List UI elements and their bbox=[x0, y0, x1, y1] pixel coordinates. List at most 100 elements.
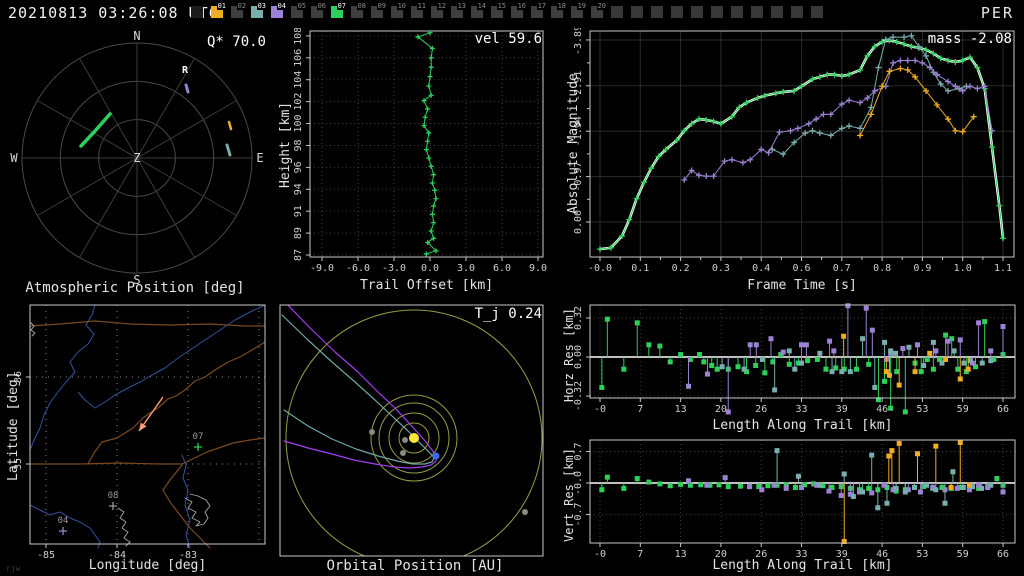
station-slot-extra[interactable] bbox=[791, 6, 803, 18]
watermark: rjw bbox=[6, 564, 21, 573]
utc-timestamp: 20210813 03:26:08 UTC bbox=[8, 4, 219, 22]
svg-text:-6.0: -6.0 bbox=[346, 263, 370, 274]
svg-text:39: 39 bbox=[836, 404, 848, 415]
svg-text:0.0: 0.0 bbox=[421, 263, 439, 274]
svg-text:-0: -0 bbox=[594, 404, 606, 415]
station-slot-extra[interactable] bbox=[651, 6, 663, 18]
svg-text:39: 39 bbox=[836, 549, 848, 560]
station-slot-07[interactable]: 07 bbox=[331, 2, 347, 18]
svg-text:1.1: 1.1 bbox=[994, 263, 1012, 274]
station-slot-extra[interactable] bbox=[631, 6, 643, 18]
station-slot-05[interactable]: 05 bbox=[291, 2, 307, 18]
svg-text:0.3: 0.3 bbox=[712, 263, 730, 274]
svg-text:-84: -84 bbox=[108, 550, 126, 561]
svg-text:91: 91 bbox=[293, 205, 304, 217]
svg-text:33: 33 bbox=[795, 549, 807, 560]
svg-text:87: 87 bbox=[293, 249, 304, 261]
station-slot-extra[interactable] bbox=[771, 6, 783, 18]
orbital-position-panel: T_j 0.24 Orbital Position [AU] bbox=[270, 300, 560, 576]
svg-text:R: R bbox=[182, 65, 189, 76]
svg-text:-85: -85 bbox=[37, 550, 55, 561]
station-slot-10[interactable]: 10 bbox=[391, 2, 407, 18]
svg-text:0.4: 0.4 bbox=[752, 263, 770, 274]
svg-text:46: 46 bbox=[876, 549, 888, 560]
svg-text:7: 7 bbox=[637, 404, 643, 415]
station-slot-03[interactable]: 03 bbox=[251, 2, 267, 18]
svg-text:98: 98 bbox=[293, 139, 304, 151]
svg-text:-83: -83 bbox=[179, 550, 197, 561]
station-slot-06[interactable]: 06 bbox=[311, 2, 327, 18]
station-slot-lead[interactable] bbox=[191, 6, 203, 18]
svg-text:-0.7: -0.7 bbox=[573, 502, 584, 526]
height-ylabel: Height [km] bbox=[278, 101, 293, 188]
station-slot-17[interactable]: 17 bbox=[531, 2, 547, 18]
svg-text:W: W bbox=[10, 151, 18, 165]
svg-text:102: 102 bbox=[293, 93, 304, 111]
magnitude-ylabel: Absolute Magnitude bbox=[566, 73, 581, 214]
station-slot-12[interactable]: 12 bbox=[431, 2, 447, 18]
station-slot-18[interactable]: 18 bbox=[551, 2, 567, 18]
station-slot-01[interactable]: 01 bbox=[211, 2, 227, 18]
svg-text:04: 04 bbox=[58, 516, 69, 526]
station-slot-extra[interactable] bbox=[731, 6, 743, 18]
svg-text:0.8: 0.8 bbox=[873, 263, 891, 274]
station-slot-extra[interactable] bbox=[811, 6, 823, 18]
station-slot-04[interactable]: 04 bbox=[271, 2, 287, 18]
horz-residuals-panel: 0.32 0.00 -0.32 -0 7 13 20 26 33 39 46 53 59 66 Horz … bbox=[560, 300, 1024, 438]
station-slot-extra[interactable] bbox=[711, 6, 723, 18]
station-slot-extra[interactable] bbox=[671, 6, 683, 18]
svg-text:108: 108 bbox=[293, 28, 304, 45]
station-slot-14[interactable]: 14 bbox=[471, 2, 487, 18]
svg-text:6.0: 6.0 bbox=[493, 263, 511, 274]
svg-text:96: 96 bbox=[293, 161, 304, 173]
station-slot-13[interactable]: 13 bbox=[451, 2, 467, 18]
svg-text:3.0: 3.0 bbox=[457, 263, 475, 274]
station-slot-15[interactable]: 15 bbox=[491, 2, 507, 18]
longitude-xlabel: Longitude [deg] bbox=[88, 558, 207, 573]
ground-map-panel: 07 08 04 36 35 -85 -84 -83 Latitude [deg] Longi… bbox=[0, 300, 270, 576]
vert-res-xlabel: Length Along Trail [km] bbox=[712, 558, 893, 573]
svg-text:7: 7 bbox=[637, 549, 643, 560]
station-slot-extra[interactable] bbox=[691, 6, 703, 18]
svg-text:94: 94 bbox=[293, 183, 304, 195]
svg-text:53: 53 bbox=[916, 404, 928, 415]
svg-text:36: 36 bbox=[13, 371, 24, 383]
vert-residuals-panel: 0.7 -0.0 -0.7 -0 7 13 20 26 33 39 46 53 59 66 Vert Re… bbox=[560, 438, 1024, 576]
station-slot-19[interactable]: 19 bbox=[571, 2, 587, 18]
orbit-title: Orbital Position [AU] bbox=[326, 558, 504, 574]
svg-text:-3.89: -3.89 bbox=[573, 28, 584, 55]
station-slot-extra[interactable] bbox=[611, 6, 623, 18]
svg-text:104: 104 bbox=[293, 71, 304, 89]
tisserand-annotation: T_j 0.24 bbox=[474, 306, 542, 322]
svg-text:20: 20 bbox=[715, 549, 727, 560]
svg-text:66: 66 bbox=[997, 404, 1009, 415]
svg-text:26: 26 bbox=[755, 549, 767, 560]
station-slot-09[interactable]: 09 bbox=[371, 2, 387, 18]
svg-text:53: 53 bbox=[916, 549, 928, 560]
station-slot-extra[interactable] bbox=[751, 6, 763, 18]
svg-text:0.9: 0.9 bbox=[913, 263, 931, 274]
svg-text:0.6: 0.6 bbox=[792, 263, 810, 274]
svg-text:-2.91: -2.91 bbox=[573, 71, 584, 101]
svg-text:26: 26 bbox=[755, 404, 767, 415]
station-slot-11[interactable]: 11 bbox=[411, 2, 427, 18]
svg-text:66: 66 bbox=[997, 549, 1009, 560]
svg-text:9.0: 9.0 bbox=[529, 263, 547, 274]
station-slot-08[interactable]: 08 bbox=[351, 2, 367, 18]
vert-res-ylabel: Vert Res [km] bbox=[562, 448, 576, 542]
svg-text:-0: -0 bbox=[594, 549, 606, 560]
station-slot-02[interactable]: 02 bbox=[231, 2, 247, 18]
svg-text:0.00: 0.00 bbox=[573, 210, 584, 234]
station-slot-20[interactable]: 20 bbox=[591, 2, 607, 18]
svg-text:Z: Z bbox=[133, 151, 140, 165]
ground-map-plot: 07 08 04 36 35 -85 -84 -83 bbox=[13, 304, 266, 561]
svg-text:20: 20 bbox=[715, 404, 727, 415]
svg-text:-0.32: -0.32 bbox=[573, 381, 584, 411]
atmospheric-title: Atmospheric Position [deg] bbox=[25, 280, 245, 296]
light-curve-plot: 0.00 -0.97 -1.94 -2.91 -3.89 -0.0 0.1 0.2 0.3 0.4… bbox=[573, 28, 1015, 274]
height-profile-plot: 87 89 91 94 96 98 100 102 104 106 108 -9.0 -6.0 -3.0 0… bbox=[293, 28, 547, 274]
svg-text:106: 106 bbox=[293, 49, 304, 67]
station-slot-16[interactable]: 16 bbox=[511, 2, 527, 18]
svg-text:35: 35 bbox=[13, 458, 24, 470]
